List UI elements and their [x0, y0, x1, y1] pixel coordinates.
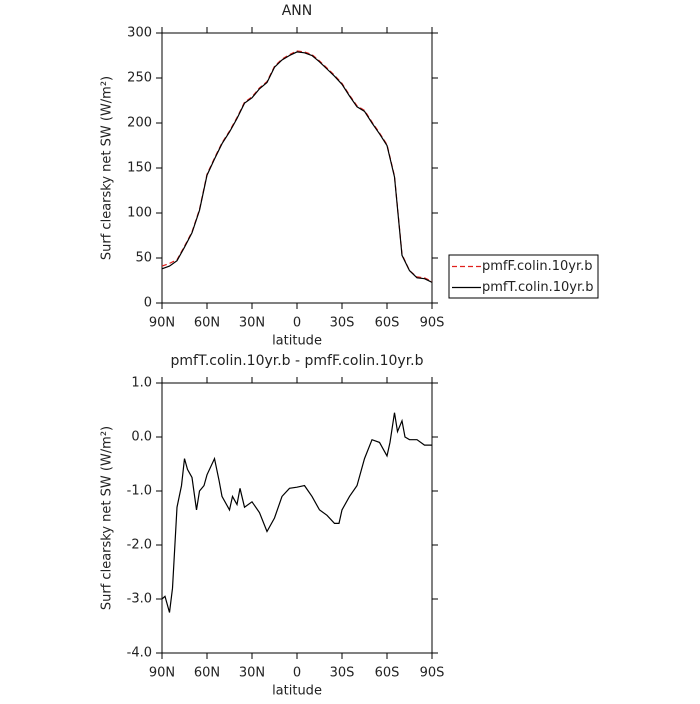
- legend-label: pmfT.colin.10yr.b: [482, 280, 594, 295]
- x-tick-label: 30S: [330, 666, 355, 681]
- y-tick-label: -4.0: [127, 646, 152, 661]
- y-axis-label: Surf clearsky net SW (W/m²): [100, 76, 115, 260]
- plot-frame: [161, 382, 433, 654]
- x-tick-label: 60N: [194, 666, 220, 681]
- plot-frame: [161, 32, 433, 304]
- x-tick-label: 90N: [149, 316, 175, 331]
- x-tick-label: 30N: [239, 666, 265, 681]
- series-line: [161, 412, 432, 613]
- legend-label: pmfF.colin.10yr.b: [482, 259, 592, 274]
- y-tick-label: 100: [127, 206, 152, 221]
- legend: pmfF.colin.10yr.b pmfT.colin.10yr.b: [448, 254, 599, 299]
- y-tick-label: 1.0: [131, 376, 152, 391]
- y-axis-label: Surf clearsky net SW (W/m²): [100, 426, 115, 610]
- chart-title: ANN: [282, 3, 313, 19]
- x-tick-label: 30S: [330, 316, 355, 331]
- x-tick-label: 0: [293, 316, 301, 331]
- y-tick-label: -2.0: [127, 538, 152, 553]
- panel: ANN latitude Surf clearsky net SW (W/m²) 0 5…: [100, 3, 599, 349]
- x-tick-label: 90N: [149, 666, 175, 681]
- y-tick-label: 50: [135, 251, 152, 266]
- y-tick-label: 250: [127, 71, 152, 86]
- x-tick-label: 90S: [420, 316, 445, 331]
- x-tick-label: 60S: [375, 316, 400, 331]
- panel: pmfT.colin.10yr.b - pmfF.colin.10yr.b lat…: [100, 353, 445, 699]
- chart-title: pmfT.colin.10yr.b - pmfF.colin.10yr.b: [171, 353, 424, 369]
- y-tick-label: 0.0: [131, 430, 152, 445]
- x-tick-label: 60S: [375, 666, 400, 681]
- x-axis-label: latitude: [272, 684, 322, 699]
- y-tick-label: 300: [127, 26, 152, 41]
- x-tick-label: 0: [293, 666, 301, 681]
- x-tick-label: 30N: [239, 316, 265, 331]
- x-axis-label: latitude: [272, 334, 322, 349]
- y-tick-label: -3.0: [127, 592, 152, 607]
- y-tick-label: 0: [144, 296, 152, 311]
- series-line: [161, 51, 433, 283]
- y-tick-label: 150: [127, 161, 152, 176]
- y-tick-label: 200: [127, 116, 152, 131]
- x-tick-label: 90S: [420, 666, 445, 681]
- y-tick-label: -1.0: [127, 484, 152, 499]
- legend-box: [448, 254, 599, 299]
- x-tick-label: 60N: [194, 316, 220, 331]
